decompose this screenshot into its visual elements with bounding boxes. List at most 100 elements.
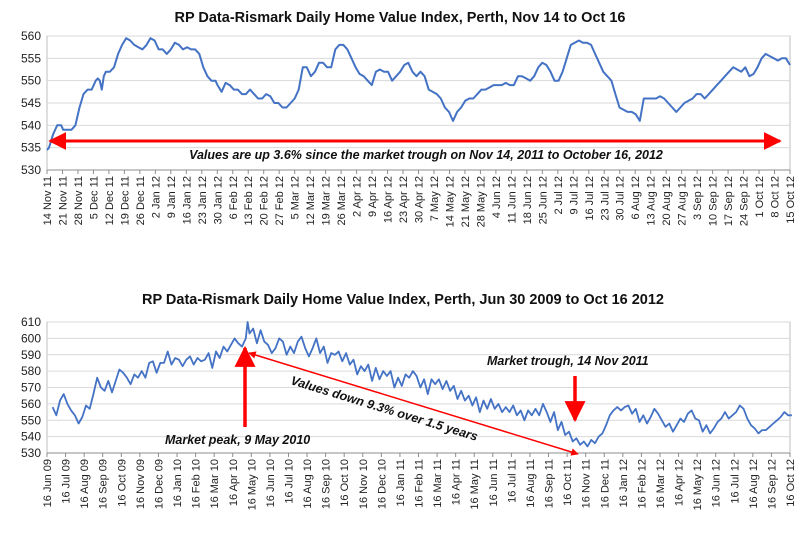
c2-xtick-label: 16 Aug 11 [525,459,537,508]
c1-xtick-label: 23 Apr 12 [398,176,410,223]
c1-xtick-label: 13 Feb 12 [243,176,255,226]
c2-xtick-label: 16 Mar 10 [209,459,221,509]
c2-xtick-label: 16 May 12 [692,459,704,510]
c2-xtick-label: 16 Apr 12 [674,459,686,506]
c2-ytick-label: 570 [21,381,41,395]
c1-xtick-label: 17 Sep 12 [723,176,735,226]
c2-xtick-label: 16 Jan 10 [172,459,184,507]
c1-xtick-label: 9 Jan 12 [166,176,178,218]
c1-xtick-label: 3 Sep 12 [692,176,704,220]
c1-xtick-label: 9 Apr 12 [367,176,379,217]
c2-xtick-label: 16 Sep 09 [98,459,110,509]
c2-xtick-label: 16 Sep 10 [321,459,333,509]
c2-xtick-label: 16 Aug 09 [79,459,91,509]
c2-xtick-label: 16 Dec 11 [599,459,611,508]
chart-bottom: RP Data-Rismark Daily Home Value Index, … [21,292,797,510]
c1-ytick-label: 550 [21,74,41,88]
c2-xtick-label: 16 Dec 10 [376,459,388,509]
c1-xtick-label: 11 Jun 12 [506,176,518,224]
c2-xtick-label: 16 Nov 09 [135,459,147,509]
c2-xtick-label: 16 Apr 10 [228,459,240,506]
c1-xtick-label: 18 Jun 12 [522,176,534,224]
c1-ytick-label: 535 [21,141,41,155]
c1-xtick-label: 21 Nov 11 [57,176,69,225]
c2-xtick-label: 16 Nov 11 [581,459,593,508]
c1-xtick-label: 16 Jan 12 [181,176,193,224]
c1-ytick-label: 530 [21,163,41,177]
c2-xtick-label: 16 Jul 12 [729,459,741,504]
c1-xtick-label: 15 Oct 12 [785,176,797,224]
c2-xtick-label: 16 Jul 11 [506,459,518,503]
c1-xtick-label: 19 Mar 12 [321,176,333,226]
c2-xtick-label: 16 Mar 12 [655,459,667,509]
c1-xtick-label: 12 Mar 12 [305,176,317,226]
c2-ytick-label: 530 [21,446,41,460]
c2-xtick-label: 16 Feb 12 [636,459,648,509]
c1-xtick-label: 10 Sep 12 [708,176,720,226]
c2-ytick-label: 590 [21,348,41,362]
c1-ytick-label: 540 [21,118,41,132]
c2-xtick-label: 16 May 11 [469,459,481,510]
c1-xtick-label: 5 Dec 11 [88,176,100,219]
c1-xtick-label: 28 May 12 [475,176,487,227]
c2-xtick-label: 16 Jun 12 [711,459,723,507]
c1-xtick-label: 1 Oct 12 [754,176,766,218]
c1-ytick-label: 545 [21,96,41,110]
c1-xtick-label: 28 Nov 11 [73,176,85,225]
c1-xtick-label: 27 Feb 12 [274,176,286,226]
c1-xtick-label: 2 Jul 12 [553,176,565,215]
c2-xtick-label: 16 Feb 10 [191,459,203,509]
chart-bottom-title: RP Data-Rismark Daily Home Value Index, … [142,292,664,308]
c1-xtick-label: 16 Apr 12 [383,176,395,223]
c1-xtick-label: 6 Feb 12 [228,176,240,219]
c1-xtick-label: 2 Jan 12 [150,176,162,218]
c1-xtick-label: 24 Sep 12 [739,176,751,226]
c1-xtick-label: 16 Jul 12 [584,176,596,221]
c2-xtick-label: 16 Mar 11 [432,459,444,508]
c2-xtick-label: 16 Feb 11 [414,459,426,508]
c2-xtick-label: 16 Apr 11 [451,459,463,505]
c1-xtick-label: 19 Dec 11 [119,176,131,225]
c1-xtick-label: 30 Jul 12 [615,176,627,221]
c1-xtick-label: 20 Aug 12 [661,176,673,226]
c2-xtick-label: 16 May 10 [246,459,258,510]
c2-xtick-label: 16 Aug 12 [748,459,760,509]
market-trough-label: Market trough, 14 Nov 2011 [487,354,649,368]
c1-xtick-label: 12 Dec 11 [104,176,116,225]
c1-xtick-label: 14 May 12 [444,176,456,227]
c2-ytick-label: 560 [21,397,41,411]
c2-xtick-label: 16 Jun 11 [488,459,500,507]
c2-ytick-label: 600 [21,331,41,345]
c1-xtick-label: 26 Mar 12 [336,176,348,226]
c1-xtick-label: 6 Aug 12 [630,176,642,219]
c1-xtick-label: 30 Apr 12 [414,176,426,223]
market-peak-label: Market peak, 9 May 2010 [165,433,310,447]
c1-xtick-label: 14 Nov 11 [42,176,54,225]
decline-arrow [248,351,579,456]
c2-xtick-label: 16 Sep 11 [544,459,556,508]
c2-ytick-label: 580 [21,364,41,378]
c1-xtick-label: 23 Jul 12 [599,176,611,221]
decline-label: Values down 9.3% over 1.5 years [289,373,479,443]
c2-xtick-label: 16 Aug 10 [302,459,314,509]
chart-top-title: RP Data-Rismark Daily Home Value Index, … [174,10,625,26]
c2-xtick-label: 16 Jun 09 [42,459,54,507]
c1-xtick-label: 2 Apr 12 [352,176,364,217]
c1-xtick-label: 27 Aug 12 [677,176,689,226]
c2-xtick-label: 16 Jul 10 [283,459,295,504]
c2-xtick-label: 16 Jan 11 [395,459,407,507]
chart-bottom-series-line [51,321,792,448]
c2-ytick-label: 550 [21,413,41,427]
c2-xtick-label: 16 Jan 12 [618,459,630,507]
c1-xtick-label: 13 Aug 12 [646,176,658,226]
c2-ytick-label: 610 [21,315,41,329]
c2-xtick-label: 16 Jun 10 [265,459,277,507]
chart-top: RP Data-Rismark Daily Home Value Index, … [21,10,797,227]
c1-ytick-label: 560 [21,29,41,43]
c2-xtick-label: 16 Nov 10 [358,459,370,509]
c2-xtick-label: 16 Oct 11 [562,459,574,506]
chart-top-annotation-text: Values are up 3.6% since the market trou… [189,148,663,162]
c1-xtick-label: 30 Jan 12 [212,176,224,224]
c1-xtick-label: 8 Oct 12 [770,176,782,218]
c2-xtick-label: 16 Sep 12 [766,459,778,509]
